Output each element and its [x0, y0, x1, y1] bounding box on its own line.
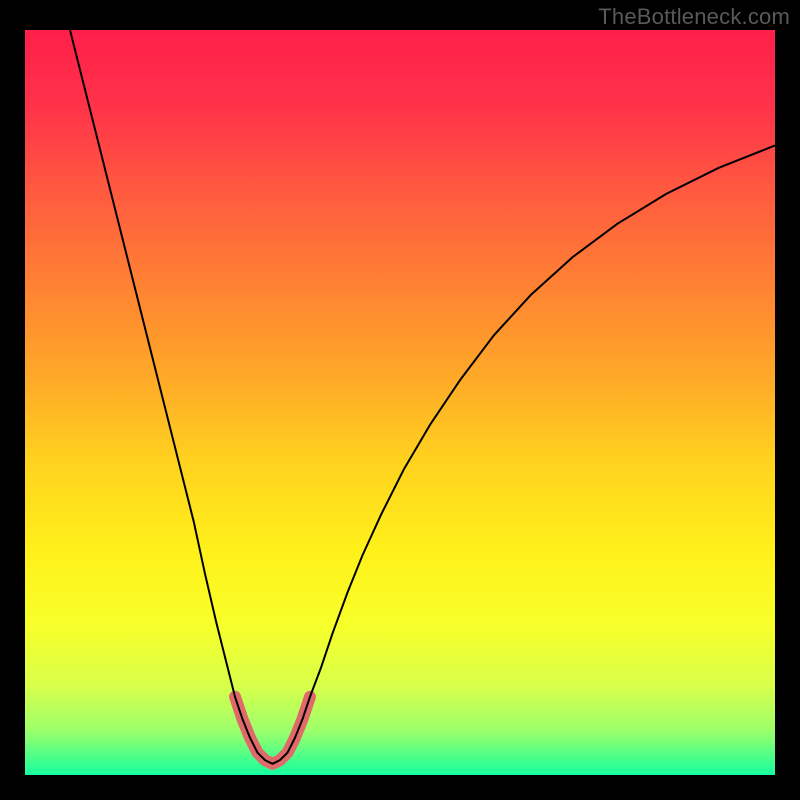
watermark-text: TheBottleneck.com — [598, 4, 790, 30]
chart-svg — [0, 0, 800, 800]
chart-stage: TheBottleneck.com — [0, 0, 800, 800]
gradient-background — [25, 30, 775, 775]
